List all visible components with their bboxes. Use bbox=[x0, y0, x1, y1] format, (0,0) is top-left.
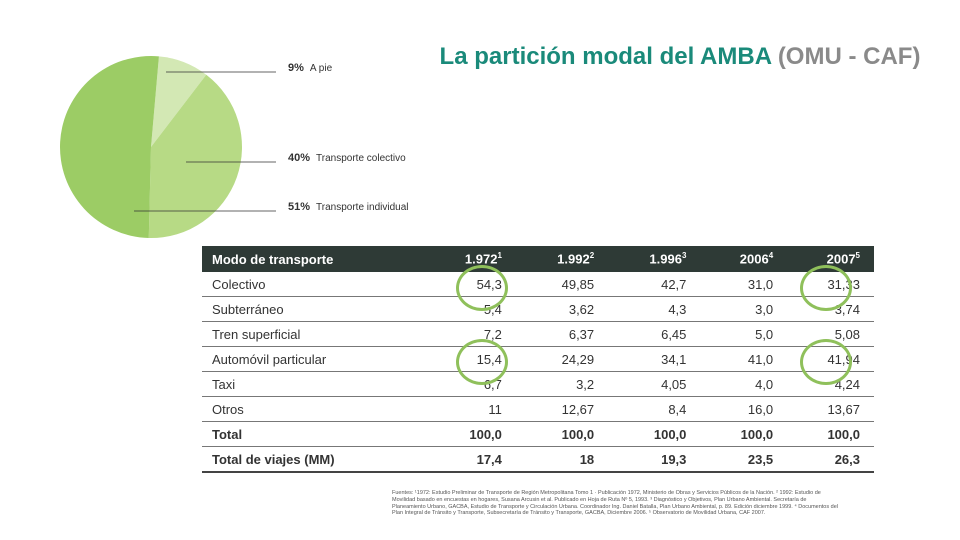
table-row: Colectivo 54,3 49,85 42,7 31,0 31,33 bbox=[202, 272, 874, 297]
cell-mode: Total bbox=[202, 421, 424, 447]
cell: 5,0 bbox=[700, 321, 788, 347]
cell: 42,7 bbox=[608, 272, 701, 297]
cell: 100,0 bbox=[608, 421, 701, 447]
pie-text-colectivo: Transporte colectivo bbox=[316, 153, 406, 164]
pie-percent-colectivo: 40% bbox=[288, 152, 311, 164]
header-2007: 20075 bbox=[787, 246, 874, 272]
cell: 3,62 bbox=[515, 296, 609, 322]
cell-mode: Taxi bbox=[202, 371, 424, 397]
pie-label-colectivo: 40% Transporte colectivo bbox=[288, 152, 406, 164]
cell: 13,67 bbox=[787, 396, 874, 422]
pie-slice-transporte-individual bbox=[60, 56, 159, 238]
pie-slice-a-pie bbox=[151, 56, 207, 147]
header-1992: 1.9922 bbox=[515, 246, 609, 272]
pie-percent-a-pie: 9% bbox=[288, 62, 304, 74]
highlight-circle-colectivo-2007 bbox=[800, 265, 852, 311]
cell: 16,0 bbox=[700, 396, 788, 422]
cell: 100,0 bbox=[423, 421, 516, 447]
pie-text-individual: Transporte individual bbox=[316, 202, 409, 213]
cell: 31,0 bbox=[700, 272, 788, 297]
sources-footnote: Fuentes: ¹1972: Estudio Preliminar de Tr… bbox=[392, 490, 838, 517]
cell: 17,4 bbox=[423, 446, 516, 473]
table-row-total: Total 100,0 100,0 100,0 100,0 100,0 bbox=[202, 421, 874, 447]
cell-mode: Tren superficial bbox=[202, 321, 424, 347]
cell: 41,0 bbox=[700, 346, 788, 372]
table-row-total-viajes: Total de viajes (MM) 17,4 18 19,3 23,5 26,3 bbox=[202, 446, 874, 473]
cell: 6,37 bbox=[515, 321, 609, 347]
cell: 8,4 bbox=[608, 396, 701, 422]
cell: 4,3 bbox=[608, 296, 701, 322]
highlight-circle-automovil-2007 bbox=[800, 339, 852, 385]
pie-percent-individual: 51% bbox=[288, 201, 311, 213]
cell: 24,29 bbox=[515, 346, 609, 372]
table-row: Subterráneo 5,4 3,62 4,3 3,0 3,74 bbox=[202, 296, 874, 322]
cell: 19,3 bbox=[608, 446, 701, 473]
cell: 11 bbox=[423, 396, 516, 422]
cell: 4,0 bbox=[700, 371, 788, 397]
cell: 49,85 bbox=[515, 272, 609, 297]
cell-mode: Total de viajes (MM) bbox=[202, 446, 424, 473]
cell: 100,0 bbox=[515, 421, 609, 447]
table-row: Otros 11 12,67 8,4 16,0 13,67 bbox=[202, 396, 874, 422]
cell: 23,5 bbox=[700, 446, 788, 473]
highlight-circle-colectivo-1972 bbox=[456, 265, 508, 311]
modal-split-table: Modo de transporte 1.9721 1.9922 1.9963 … bbox=[202, 246, 874, 473]
cell: 100,0 bbox=[787, 421, 874, 447]
table-row: Tren superficial 7,2 6,37 6,45 5,0 5,08 bbox=[202, 321, 874, 347]
cell: 6,45 bbox=[608, 321, 701, 347]
cell: 34,1 bbox=[608, 346, 701, 372]
highlight-circle-automovil-1972 bbox=[456, 339, 508, 385]
table-header-row: Modo de transporte 1.9721 1.9922 1.9963 … bbox=[202, 246, 874, 272]
cell-mode: Automóvil particular bbox=[202, 346, 424, 372]
cell: 12,67 bbox=[515, 396, 609, 422]
cell: 26,3 bbox=[787, 446, 874, 473]
pie-label-a-pie: 9% A pie bbox=[288, 62, 332, 74]
cell: 18 bbox=[515, 446, 609, 473]
cell: 100,0 bbox=[700, 421, 788, 447]
cell: 3,0 bbox=[700, 296, 788, 322]
cell-mode: Otros bbox=[202, 396, 424, 422]
header-1996: 1.9963 bbox=[608, 246, 701, 272]
cell: 3,2 bbox=[515, 371, 609, 397]
pie-label-individual: 51% Transporte individual bbox=[288, 201, 409, 213]
table-row: Automóvil particular 15,4 24,29 34,1 41,0 41,… bbox=[202, 346, 874, 372]
pie-slice-transporte-colectivo bbox=[148, 74, 243, 238]
table-row: Taxi 6,7 3,2 4,05 4,0 4,24 bbox=[202, 371, 874, 397]
slide-title: La partición modal del AMBA (OMU - CAF) bbox=[420, 38, 940, 76]
header-modo: Modo de transporte bbox=[202, 246, 424, 272]
modal-split-pie-chart bbox=[60, 56, 276, 238]
title-main: La partición modal del AMBA bbox=[439, 43, 772, 70]
cell-mode: Colectivo bbox=[202, 272, 424, 297]
cell-mode: Subterráneo bbox=[202, 296, 424, 322]
header-2006: 20064 bbox=[700, 246, 788, 272]
title-source: (OMU - CAF) bbox=[777, 43, 921, 70]
pie-text-a-pie: A pie bbox=[309, 63, 333, 74]
cell: 4,05 bbox=[608, 371, 701, 397]
